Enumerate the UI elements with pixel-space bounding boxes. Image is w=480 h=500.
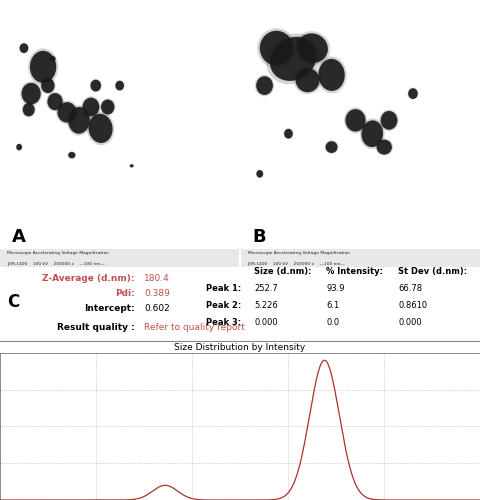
Ellipse shape — [325, 141, 337, 153]
Ellipse shape — [101, 100, 114, 114]
Ellipse shape — [408, 88, 419, 100]
Ellipse shape — [67, 105, 91, 136]
Text: 66.78: 66.78 — [398, 284, 422, 294]
Ellipse shape — [40, 77, 56, 94]
Text: Z-Average (d.nm):: Z-Average (d.nm): — [42, 274, 134, 282]
Ellipse shape — [255, 75, 274, 96]
Ellipse shape — [87, 112, 114, 145]
Text: 5.226: 5.226 — [254, 301, 278, 310]
Text: Intercept:: Intercept: — [84, 304, 134, 313]
Ellipse shape — [360, 118, 384, 149]
Ellipse shape — [41, 78, 55, 93]
Ellipse shape — [297, 34, 328, 63]
Text: % Intensity:: % Intensity: — [326, 268, 384, 276]
Ellipse shape — [260, 31, 293, 66]
Ellipse shape — [48, 93, 63, 110]
Text: Size (d.nm):: Size (d.nm): — [254, 268, 312, 276]
Text: Result quality :: Result quality : — [57, 322, 134, 332]
Ellipse shape — [16, 144, 22, 150]
Ellipse shape — [284, 128, 293, 140]
Ellipse shape — [28, 48, 58, 86]
Ellipse shape — [361, 120, 383, 147]
Ellipse shape — [49, 56, 56, 62]
Text: 252.7: 252.7 — [254, 284, 278, 294]
Text: 6.1: 6.1 — [326, 301, 340, 310]
Text: JEM-1400    100 kV    250000 x    —100 nm—: JEM-1400 100 kV 250000 x —100 nm— — [248, 262, 346, 266]
Text: Pdi:: Pdi: — [115, 289, 134, 298]
Ellipse shape — [295, 31, 330, 65]
Text: Peak 2:: Peak 2: — [206, 301, 241, 310]
Ellipse shape — [296, 68, 320, 92]
Ellipse shape — [284, 129, 293, 138]
Text: 0.602: 0.602 — [144, 304, 170, 313]
Ellipse shape — [20, 82, 42, 106]
Ellipse shape — [22, 83, 41, 104]
Text: Microscope Accelerating Voltage Magnification: Microscope Accelerating Voltage Magnific… — [7, 252, 109, 256]
Ellipse shape — [256, 170, 264, 178]
Ellipse shape — [344, 108, 367, 134]
Text: B: B — [252, 228, 266, 246]
Text: 0.0: 0.0 — [326, 318, 339, 327]
Text: Microscope Accelerating Voltage Magnification: Microscope Accelerating Voltage Magnific… — [248, 252, 349, 256]
Ellipse shape — [266, 34, 320, 84]
Ellipse shape — [19, 42, 29, 54]
Text: JEM-1400    100 kV    200000 x    —100 nm—: JEM-1400 100 kV 200000 x —100 nm— — [7, 262, 105, 266]
Ellipse shape — [68, 152, 75, 158]
Text: Peak 1:: Peak 1: — [206, 284, 241, 294]
Ellipse shape — [377, 140, 392, 154]
Text: 93.9: 93.9 — [326, 284, 345, 294]
Ellipse shape — [56, 100, 78, 124]
Ellipse shape — [375, 138, 393, 156]
FancyBboxPatch shape — [240, 248, 480, 268]
Text: 0.389: 0.389 — [144, 289, 170, 298]
Ellipse shape — [88, 114, 113, 143]
Ellipse shape — [68, 152, 76, 159]
Ellipse shape — [318, 59, 345, 91]
Ellipse shape — [130, 164, 134, 168]
Ellipse shape — [16, 144, 23, 151]
Ellipse shape — [294, 66, 322, 94]
Ellipse shape — [346, 109, 366, 132]
Text: 0.000: 0.000 — [398, 318, 422, 327]
Text: Refer to quality report: Refer to quality report — [144, 322, 245, 332]
Text: 0.8610: 0.8610 — [398, 301, 428, 310]
Ellipse shape — [81, 96, 101, 118]
Ellipse shape — [50, 56, 56, 62]
Text: C: C — [7, 293, 20, 311]
Ellipse shape — [115, 81, 124, 90]
Ellipse shape — [130, 164, 133, 168]
Ellipse shape — [408, 88, 418, 99]
Text: St Dev (d.nm):: St Dev (d.nm): — [398, 268, 468, 276]
Text: A: A — [12, 228, 26, 246]
Ellipse shape — [381, 111, 397, 130]
Ellipse shape — [46, 92, 64, 112]
Ellipse shape — [256, 76, 273, 95]
Ellipse shape — [90, 79, 102, 92]
Ellipse shape — [256, 170, 263, 177]
Ellipse shape — [58, 102, 77, 122]
Ellipse shape — [115, 80, 125, 91]
Title: Size Distribution by Intensity: Size Distribution by Intensity — [174, 343, 306, 352]
Ellipse shape — [379, 110, 399, 131]
Ellipse shape — [22, 102, 36, 118]
Ellipse shape — [20, 44, 28, 53]
Text: Peak 3:: Peak 3: — [206, 318, 241, 327]
Ellipse shape — [23, 103, 35, 117]
Ellipse shape — [100, 98, 115, 116]
Text: 0.000: 0.000 — [254, 318, 278, 327]
Ellipse shape — [91, 80, 101, 92]
Text: 180.4: 180.4 — [144, 274, 170, 282]
FancyBboxPatch shape — [0, 248, 240, 268]
Ellipse shape — [68, 107, 90, 134]
Ellipse shape — [257, 28, 296, 68]
Ellipse shape — [316, 56, 347, 94]
Ellipse shape — [324, 140, 338, 154]
Ellipse shape — [270, 36, 317, 81]
Ellipse shape — [30, 51, 56, 83]
Ellipse shape — [83, 98, 99, 116]
